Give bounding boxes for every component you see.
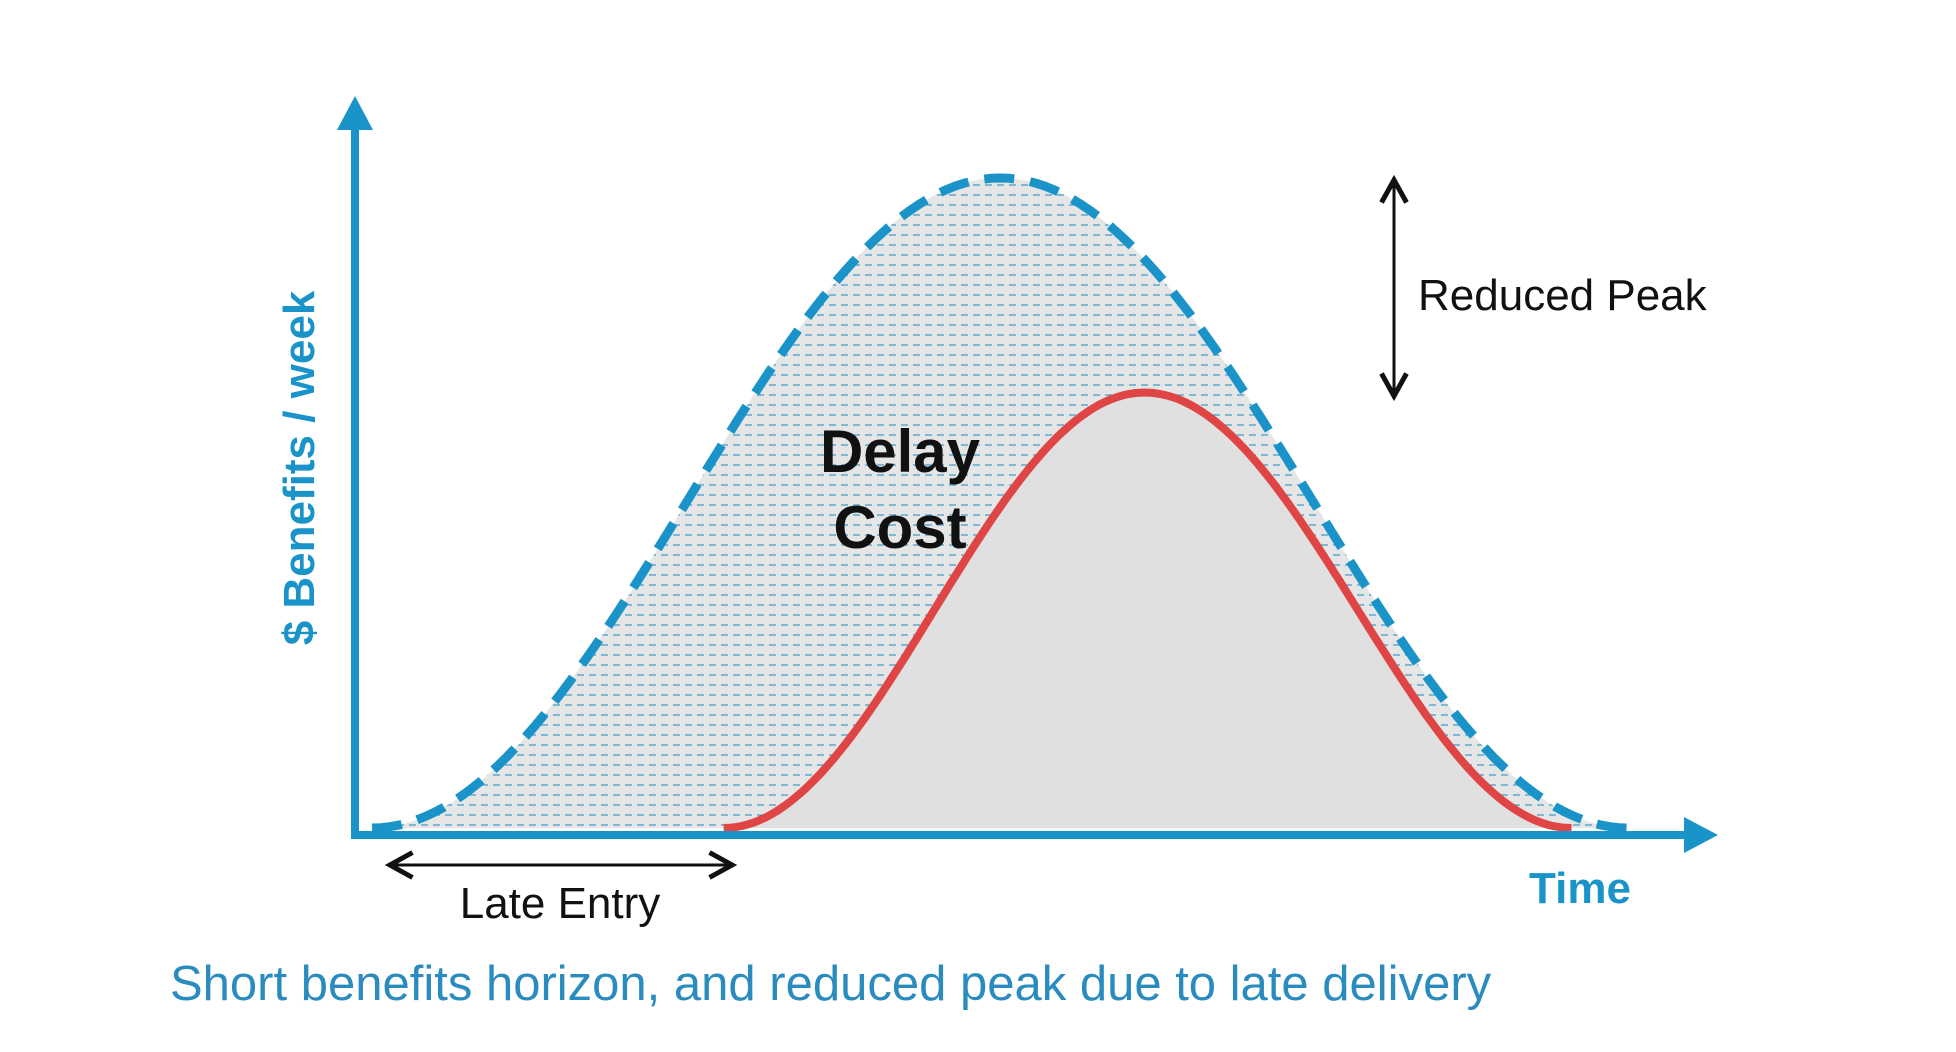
late-benefit-curve (723, 388, 1572, 832)
on-time-benefit-curve (371, 173, 1629, 833)
late-entry-label: Late Entry (460, 879, 661, 928)
caption: Short benefits horizon, and reduced peak… (170, 957, 1492, 1011)
delay-cost-label-line2: Cost (833, 494, 966, 561)
x-axis-arrowhead (1684, 817, 1718, 853)
y-axis-arrowhead (337, 96, 373, 130)
reduced-peak-label: Reduced Peak (1418, 271, 1708, 320)
x-axis-label: Time (1529, 864, 1631, 913)
delay-cost-label-line1: Delay (820, 418, 981, 485)
delivered-benefit-area (723, 392, 1572, 828)
y-axis-label: $ Benefits / week (275, 290, 324, 645)
